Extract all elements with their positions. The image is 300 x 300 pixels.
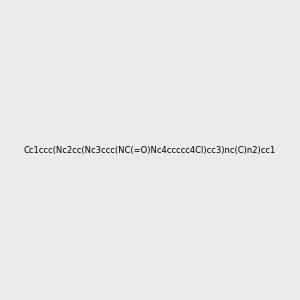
Text: Cc1ccc(Nc2cc(Nc3ccc(NC(=O)Nc4ccccc4Cl)cc3)nc(C)n2)cc1: Cc1ccc(Nc2cc(Nc3ccc(NC(=O)Nc4ccccc4Cl)cc…	[24, 146, 276, 154]
